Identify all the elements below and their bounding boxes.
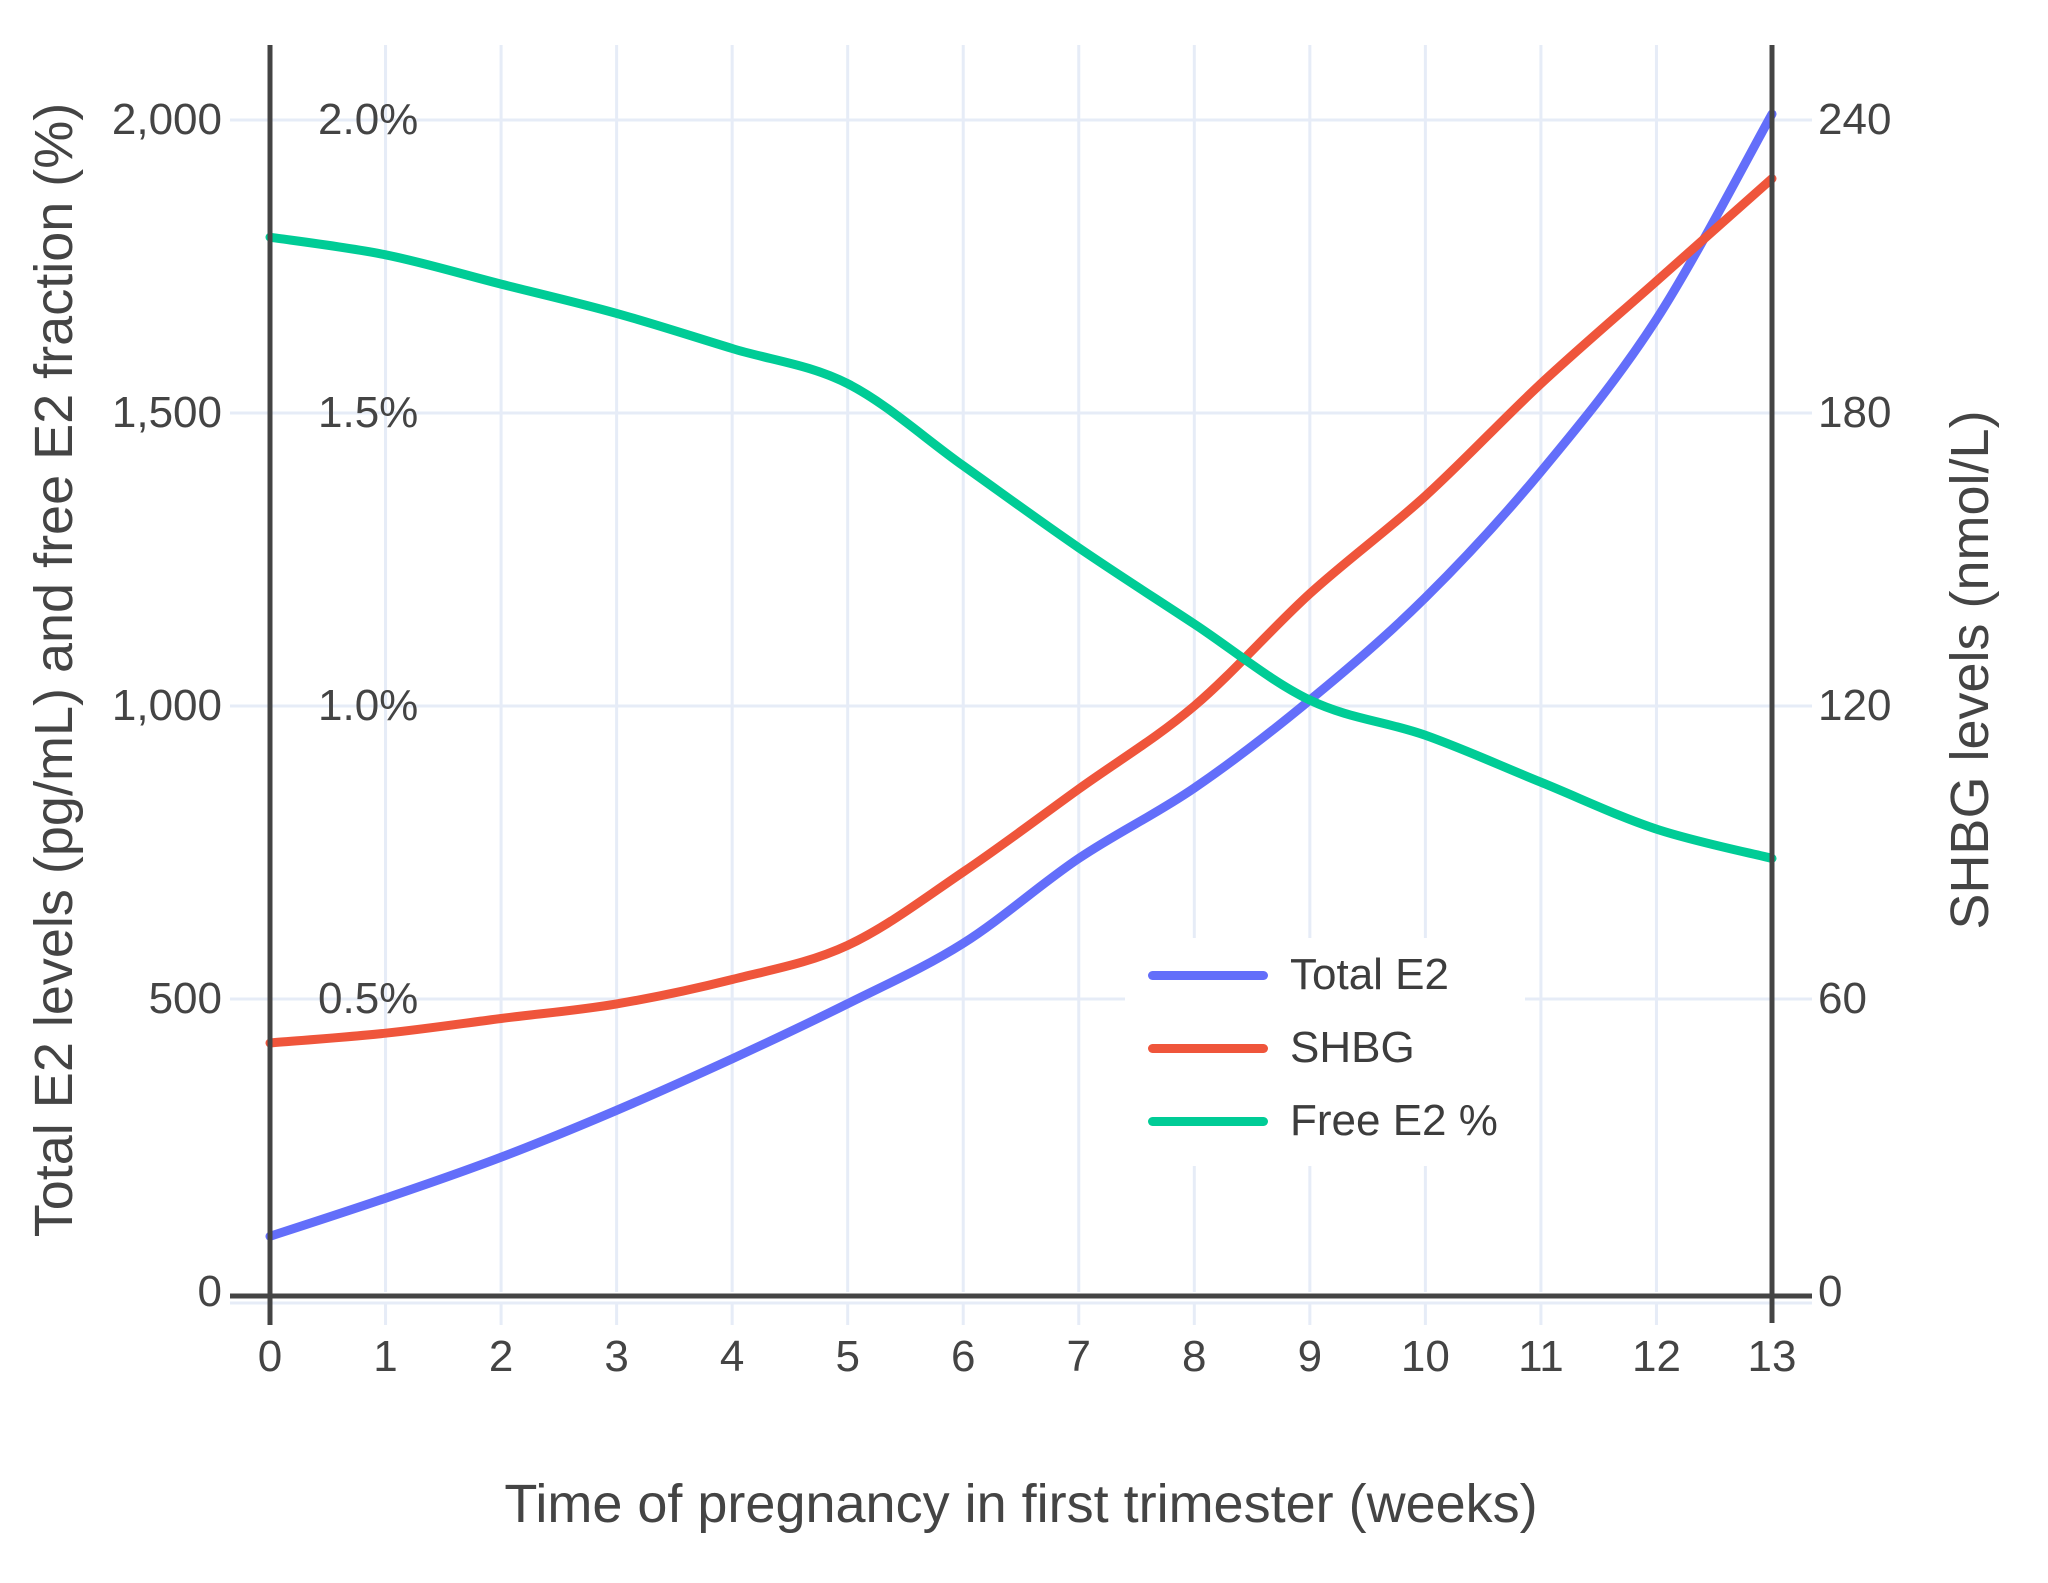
x-tick-label-7: 7 [1066, 1332, 1091, 1381]
y-left-tick-500: 500 [148, 974, 222, 1023]
y-right-tick-180: 180 [1818, 388, 1892, 437]
legend-swatch-icon [1148, 1043, 1268, 1053]
y-right-tick-240: 240 [1818, 95, 1892, 144]
legend-swatch-icon [1148, 970, 1268, 980]
x-axis-title: Time of pregnancy in first trimester (we… [504, 1474, 1538, 1534]
x-tick-label-1: 1 [373, 1332, 398, 1381]
y-left-tick-0: 0 [197, 1267, 222, 1316]
legend-label: Free E2 % [1290, 1096, 1498, 1145]
x-tick-label-13: 13 [1747, 1332, 1797, 1381]
pct-annotation-1.0%: 1.0% [318, 681, 419, 730]
legend-item-total-e2: Total E2 [1125, 951, 1449, 999]
x-tick-label-8: 8 [1182, 1332, 1207, 1381]
pct-annotation-2.0%: 2.0% [318, 95, 419, 144]
x-tick-label-9: 9 [1297, 1332, 1323, 1381]
pct-annotation-0.5%: 0.5% [318, 974, 419, 1023]
series-line-total-e2 [265, 109, 1777, 1241]
right-axis-title: SHBG levels (nmol/L) [1940, 410, 2000, 930]
legend: Total E2 SHBG Free E2 % [1125, 938, 1525, 1166]
y-right-tick-0: 0 [1818, 1267, 1843, 1316]
series-line-free-e2- [265, 232, 1777, 863]
legend-item-free-e2-: Free E2 % [1125, 1097, 1498, 1145]
x-tick-label-5: 5 [835, 1332, 860, 1381]
legend-swatch-icon [1148, 1116, 1268, 1126]
x-tick-label-0: 0 [257, 1332, 283, 1381]
legend-label: Total E2 [1290, 950, 1449, 999]
legend-label: SHBG [1290, 1023, 1415, 1072]
y-right-tick-60: 60 [1818, 974, 1867, 1023]
pct-annotation-1.5%: 1.5% [318, 388, 419, 437]
series-line-shbg [265, 174, 1777, 1048]
left-axis-title: Total E2 levels (pg/mL) and free E2 frac… [24, 102, 84, 1238]
x-tick-label-2: 2 [488, 1332, 514, 1381]
x-tick-label-12: 12 [1631, 1332, 1681, 1381]
x-tick-label-11: 11 [1518, 1332, 1564, 1381]
x-tick-label-4: 4 [719, 1332, 745, 1381]
y-right-tick-120: 120 [1818, 681, 1892, 730]
legend-item-shbg: SHBG [1125, 1024, 1415, 1072]
x-tick-label-6: 6 [950, 1332, 976, 1381]
y-left-tick-1,500: 1,500 [111, 388, 222, 437]
x-tick-label-10: 10 [1400, 1332, 1450, 1381]
y-left-tick-1,000: 1,000 [111, 681, 222, 730]
y-left-tick-2,000: 2,000 [111, 95, 222, 144]
x-tick-label-3: 3 [604, 1332, 629, 1381]
